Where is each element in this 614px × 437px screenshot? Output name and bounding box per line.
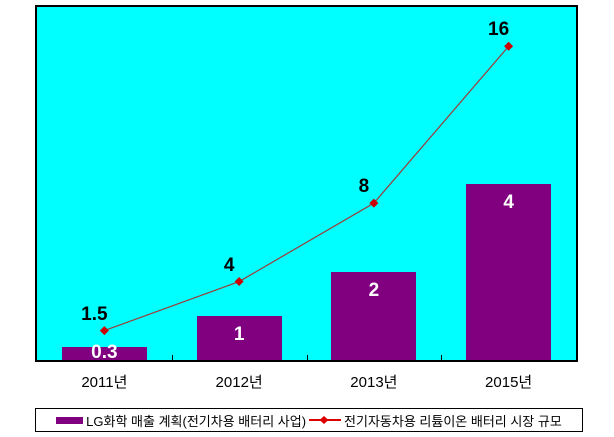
legend-line-label: 전기자동차용 리튬이온 배터리 시장 규모 xyxy=(344,413,562,429)
legend-bar-swatch xyxy=(56,416,84,424)
legend: LG화학 매출 계획(전기차용 배터리 사업) 전기자동차용 리튬이온 배터리 … xyxy=(35,408,583,432)
bar-2015년 xyxy=(466,183,552,360)
x-axis-tick xyxy=(171,355,173,360)
x-axis-label-2011년: 2011년 xyxy=(81,374,128,391)
bar-value-label: 0.3 xyxy=(91,342,118,364)
line-value-label: 4 xyxy=(223,254,235,276)
diamond-marker-icon xyxy=(369,198,379,208)
bar-2013년 xyxy=(331,271,417,360)
diamond-marker-icon xyxy=(99,326,109,336)
x-axis-label-2015년: 2015년 xyxy=(485,374,533,391)
bar-value-label: 2 xyxy=(368,279,380,301)
diamond-marker-icon xyxy=(234,277,244,287)
bar-value-label: 4 xyxy=(503,191,514,213)
line-value-label: 1.5 xyxy=(81,303,108,325)
legend-bar-label: LG화학 매출 계획(전기차용 배터리 사업) xyxy=(86,413,307,429)
plot-area: 0.3 1.5 1 4 2 8 4 16 xyxy=(35,5,578,364)
x-axis-tick xyxy=(306,355,308,360)
legend-line-diamond-icon xyxy=(309,416,342,424)
line-series xyxy=(99,41,514,336)
x-axis-label-2012년: 2012년 xyxy=(215,374,263,391)
line-value-label: 16 xyxy=(488,19,510,41)
diamond-marker-icon xyxy=(504,41,514,51)
x-axis-tick xyxy=(441,355,443,360)
bar-value-label: 1 xyxy=(233,323,245,345)
line-value-label: 8 xyxy=(358,176,370,198)
bar-2012년 xyxy=(196,315,282,360)
bar-2011년 xyxy=(61,346,147,360)
x-axis-label-2013년: 2013년 xyxy=(350,374,398,391)
